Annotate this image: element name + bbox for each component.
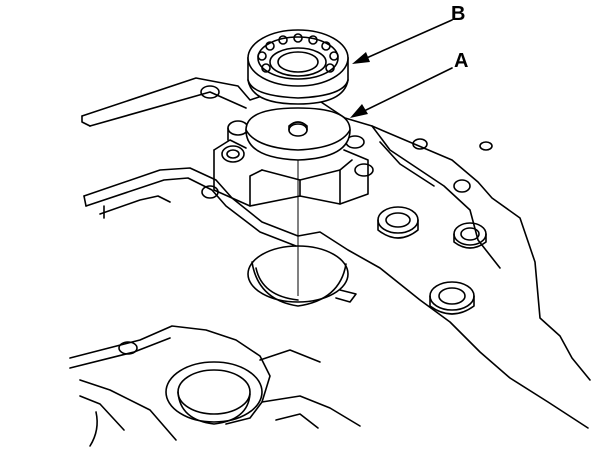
case-outline bbox=[81, 77, 591, 429]
thrust-shim-part-a bbox=[245, 107, 351, 161]
right-bushings bbox=[377, 206, 487, 315]
callout-b-label: B bbox=[451, 3, 466, 25]
callout-a-label: A bbox=[454, 50, 469, 72]
leader-arrow-a bbox=[350, 67, 453, 118]
bearing-balls bbox=[257, 33, 339, 73]
ball-bearing-part-b bbox=[247, 29, 349, 105]
center-boss bbox=[213, 139, 369, 207]
lower-case bbox=[69, 325, 361, 447]
bearing-bore bbox=[247, 245, 357, 307]
leader-arrow-b bbox=[352, 19, 453, 64]
